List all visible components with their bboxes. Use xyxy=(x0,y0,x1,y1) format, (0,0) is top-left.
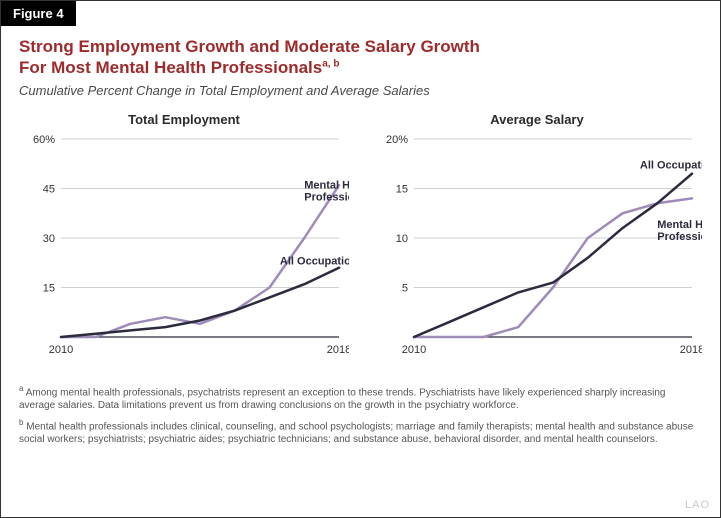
svg-text:45: 45 xyxy=(43,183,55,195)
chart-employment: Total Employment 15 30 45 60% 2010 2018 Mental… xyxy=(19,112,349,366)
footnote-b-text: Mental health professionals includes cli… xyxy=(19,421,693,445)
footnote-a: a Among mental health professionals, psy… xyxy=(19,384,702,412)
footnotes: a Among mental health professionals, psy… xyxy=(19,384,702,447)
svg-text:All Occupations: All Occupations xyxy=(640,159,702,171)
annotation-all: All Occupations xyxy=(640,159,702,171)
svg-text:2010: 2010 xyxy=(49,344,73,356)
svg-text:2010: 2010 xyxy=(402,344,426,356)
svg-text:5: 5 xyxy=(402,282,408,294)
line-all-occupations xyxy=(414,173,692,336)
svg-text:10: 10 xyxy=(396,233,408,245)
svg-text:All Occupations: All Occupations xyxy=(280,255,349,267)
annotation-mhp: Mental HealthProfessionals xyxy=(304,179,349,203)
annotation-mhp: Mental HealthProfessionals xyxy=(657,219,702,243)
chart-employment-title: Total Employment xyxy=(19,112,349,127)
chart-salary-title: Average Salary xyxy=(372,112,702,127)
footnote-a-text: Among mental health professionals, psych… xyxy=(19,387,665,411)
svg-text:15: 15 xyxy=(43,282,55,294)
figure-label: Figure 4 xyxy=(1,1,76,26)
svg-text:20%: 20% xyxy=(386,134,408,146)
title-superscript: a, b xyxy=(322,59,339,70)
line-mental-health-professionals xyxy=(414,198,692,337)
watermark: LAO xyxy=(685,499,710,511)
svg-text:Professionals: Professionals xyxy=(657,231,702,243)
chart-salary-svg: 5 10 15 20% 2010 2018 Mental HealthProfessiona… xyxy=(372,131,702,361)
chart-employment-svg: 15 30 45 60% 2010 2018 Mental HealthProfession… xyxy=(19,131,349,361)
svg-text:2018: 2018 xyxy=(680,344,702,356)
svg-text:15: 15 xyxy=(396,183,408,195)
figure-frame: Figure 4 Strong Employment Growth and Mo… xyxy=(0,0,721,518)
svg-text:2018: 2018 xyxy=(327,344,349,356)
svg-text:Mental Health: Mental Health xyxy=(304,179,349,191)
svg-text:60%: 60% xyxy=(33,134,55,146)
chart-salary: Average Salary 5 10 15 20% 2010 2018 Mental He… xyxy=(372,112,702,366)
title-line2: For Most Mental Health Professionals xyxy=(19,58,322,77)
title-line1: Strong Employment Growth and Moderate Sa… xyxy=(19,37,480,56)
line-all-occupations xyxy=(61,267,339,336)
svg-text:Mental Health: Mental Health xyxy=(657,219,702,231)
figure-title: Strong Employment Growth and Moderate Sa… xyxy=(19,36,702,79)
figure-subtitle: Cumulative Percent Change in Total Emplo… xyxy=(19,83,702,98)
charts-row: Total Employment 15 30 45 60% 2010 2018 Mental… xyxy=(19,112,702,366)
svg-text:30: 30 xyxy=(43,233,55,245)
annotation-all: All Occupations xyxy=(280,255,349,267)
footnote-b: b Mental health professionals includes c… xyxy=(19,418,702,446)
svg-text:Professionals: Professionals xyxy=(304,191,349,203)
figure-content: Strong Employment Growth and Moderate Sa… xyxy=(1,26,720,446)
